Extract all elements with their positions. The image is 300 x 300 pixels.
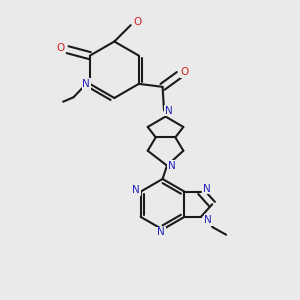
Text: N: N bbox=[168, 160, 176, 171]
Text: O: O bbox=[133, 17, 141, 27]
Text: N: N bbox=[204, 215, 212, 225]
Text: N: N bbox=[132, 185, 140, 195]
Text: O: O bbox=[181, 67, 189, 77]
Text: O: O bbox=[56, 43, 64, 53]
Text: N: N bbox=[165, 106, 172, 116]
Text: N: N bbox=[82, 79, 90, 89]
Text: N: N bbox=[157, 227, 165, 238]
Text: N: N bbox=[203, 184, 211, 194]
